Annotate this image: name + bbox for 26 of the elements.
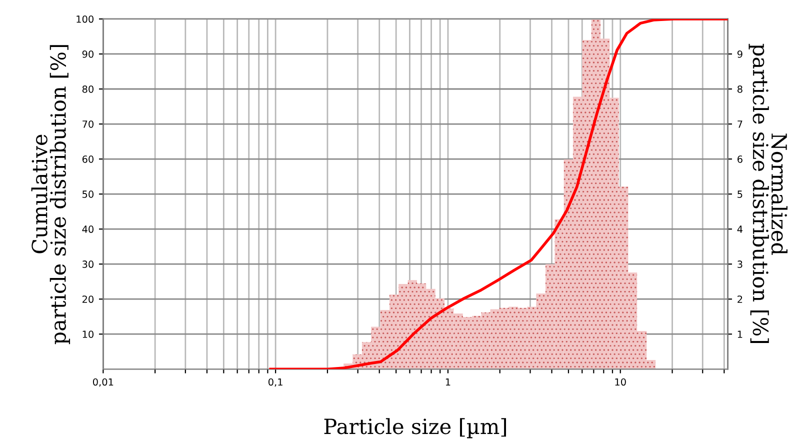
x-tick-label: 0,01 bbox=[92, 378, 114, 387]
y-tick-label: 50 bbox=[82, 190, 94, 198]
y2-axis-title: Normalized particle size distribution [%] bbox=[748, 44, 788, 343]
y2-tick-label: 1 bbox=[738, 330, 742, 338]
y2-tick-label: 7 bbox=[738, 120, 742, 128]
x-tick-label: 0,1 bbox=[268, 378, 282, 387]
y-axis-title: Cumulative particle size distribution [%] bbox=[31, 45, 70, 344]
y2-tick-label: 5 bbox=[738, 190, 742, 198]
y2-tick-label: 9 bbox=[737, 50, 742, 58]
y-tick-label: 30 bbox=[82, 260, 94, 268]
y-tick-label: 60 bbox=[82, 156, 94, 163]
y2-tick-label: 2 bbox=[738, 296, 742, 303]
y-tick-label: 40 bbox=[82, 226, 94, 233]
x-axis-title: Particle size [µm] bbox=[324, 418, 506, 438]
y2-tick-label: 6 bbox=[738, 156, 742, 163]
y-tick-label: 20 bbox=[82, 296, 94, 303]
y2-tick-label: 4 bbox=[737, 226, 742, 233]
y-tick-label: 90 bbox=[82, 50, 94, 58]
x-tick-label: 10 bbox=[615, 378, 626, 386]
y-tick-label: 80 bbox=[82, 85, 94, 93]
y2-tick-label: 8 bbox=[738, 85, 742, 93]
y-tick-label: 10 bbox=[82, 330, 94, 338]
y-tick-label: 100 bbox=[76, 15, 94, 23]
x-tick-label: 1 bbox=[446, 378, 450, 386]
y2-tick-label: 3 bbox=[738, 260, 742, 268]
y-tick-label: 70 bbox=[82, 120, 94, 128]
